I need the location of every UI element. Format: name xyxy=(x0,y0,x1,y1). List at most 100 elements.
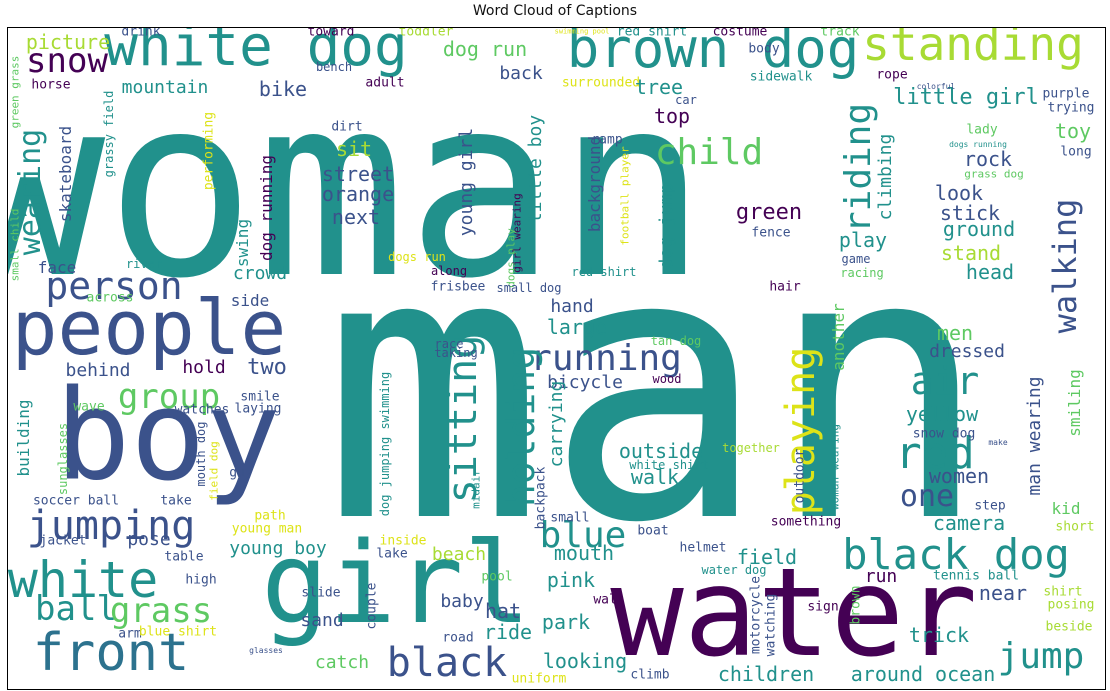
cloud-word: racing xyxy=(840,266,884,280)
cloud-word: jacket xyxy=(39,533,87,549)
cloud-word: hold xyxy=(182,357,226,378)
cloud-word: boy xyxy=(55,363,281,509)
cloud-word: grassy field xyxy=(102,90,116,178)
cloud-word: stick xyxy=(939,201,1001,225)
cloud-word: short xyxy=(1055,519,1095,535)
cloud-word: toddler xyxy=(398,27,454,40)
cloud-word: face xyxy=(37,258,77,277)
cloud-word: street xyxy=(321,162,395,186)
cloud-word: hair xyxy=(769,279,801,295)
cloud-word: women xyxy=(928,464,990,488)
cloud-word: trying xyxy=(1047,100,1095,116)
cloud-word: small dog xyxy=(496,281,562,295)
cloud-word: motorcycle xyxy=(748,575,764,655)
cloud-word: arm xyxy=(118,626,142,642)
cloud-word: girl wearing xyxy=(510,193,524,273)
cloud-word: car xyxy=(675,93,697,107)
cloud-word: blue shirt xyxy=(138,624,218,640)
cloud-word: large xyxy=(546,315,608,339)
cloud-word: pool xyxy=(481,569,513,585)
cloud-word: watches xyxy=(174,402,230,418)
cloud-word: white dog xyxy=(104,27,408,79)
cloud-word: jumping xyxy=(26,503,196,549)
cloud-word: standing xyxy=(862,27,1084,71)
cloud-word: toy xyxy=(1054,119,1092,143)
cloud-word: performing xyxy=(201,111,217,191)
cloud-word: soccer ball xyxy=(32,493,120,509)
cloud-word: glasses xyxy=(249,646,283,655)
cloud-word: body xyxy=(748,41,780,57)
cloud-word: near xyxy=(978,581,1028,605)
cloud-word: toward xyxy=(307,27,355,40)
cloud-word: swimming pool xyxy=(554,27,610,36)
cloud-word: little girl xyxy=(893,85,1039,110)
cloud-word: beside xyxy=(1045,619,1093,635)
cloud-word: make xyxy=(988,438,1008,447)
cloud-word: together xyxy=(722,441,780,455)
cloud-word: wall xyxy=(593,592,625,608)
cloud-word: ride xyxy=(483,620,533,644)
cloud-word: fence xyxy=(751,225,791,241)
cloud-word: stand xyxy=(940,241,1002,265)
figure-title: Word Cloud of Captions xyxy=(472,3,638,19)
cloud-word: football player xyxy=(618,146,632,246)
cloud-word: game xyxy=(841,252,871,266)
cloud-word: field xyxy=(736,545,798,569)
cloud-word: white xyxy=(7,551,159,609)
cloud-word: wood xyxy=(652,372,682,386)
cloud-word: track xyxy=(820,27,860,40)
cloud-word: bike xyxy=(258,77,308,101)
cloud-word: red shirt xyxy=(616,27,688,40)
cloud-word: dirt xyxy=(331,119,363,135)
cloud-word: ground xyxy=(942,217,1016,241)
cloud-word: snow xyxy=(26,41,108,81)
cloud-word: long xyxy=(1060,144,1092,160)
cloud-word: orange xyxy=(321,182,395,206)
cloud-word: brown xyxy=(848,585,864,625)
cloud-word: drink xyxy=(121,27,161,40)
cloud-word: park xyxy=(541,610,591,634)
cloud-word: ramp xyxy=(591,132,623,148)
cloud-word: man wearing xyxy=(1024,376,1045,496)
cloud-word: sand xyxy=(300,610,344,631)
cloud-word: lake xyxy=(376,546,408,562)
cloud-word: climbing xyxy=(875,133,896,221)
cloud-word: colorful xyxy=(916,82,956,91)
cloud-word: around ocean xyxy=(850,662,996,686)
cloud-word: grass dog xyxy=(964,167,1024,181)
cloud-word: tree xyxy=(634,75,684,99)
cloud-word: woman wearing xyxy=(828,423,842,511)
cloud-word: purple xyxy=(1042,86,1090,102)
cloud-word: brown dog xyxy=(566,27,860,80)
cloud-word: along xyxy=(430,264,468,278)
cloud-word: little boy xyxy=(525,114,546,224)
cloud-word: black xyxy=(386,640,508,686)
cloud-word: picture xyxy=(25,30,111,54)
cloud-word: building xyxy=(14,399,33,477)
cloud-word: helmet xyxy=(679,540,727,556)
cloud-word: jump xyxy=(997,636,1085,677)
cloud-word: tan dog xyxy=(650,334,702,348)
cloud-word: ball xyxy=(35,589,117,629)
cloud-word: white shirt xyxy=(629,458,709,472)
cloud-word: bicycle xyxy=(547,372,623,393)
cloud-word: back xyxy=(499,63,543,84)
cloud-word: posing xyxy=(1047,597,1095,613)
cloud-word: take xyxy=(160,493,192,509)
cloud-word: adult xyxy=(365,75,405,91)
cloud-word: outdoor xyxy=(792,448,808,504)
cloud-word: running xyxy=(530,338,682,379)
cloud-word: swing xyxy=(233,218,252,268)
cloud-word: sunglasses xyxy=(56,422,70,496)
cloud-word: red shirt xyxy=(571,265,637,279)
cloud-word: watching xyxy=(763,593,779,657)
cloud-word: child xyxy=(654,132,764,173)
cloud-word: taking xyxy=(434,346,478,360)
cloud-word: baby xyxy=(440,591,484,612)
cloud-word: outside xyxy=(618,439,704,463)
cloud-word: small xyxy=(550,510,590,526)
cloud-word: frisbee xyxy=(430,279,486,295)
cloud-word: midair xyxy=(469,469,483,509)
cloud-word: looking xyxy=(542,649,628,673)
cloud-word: beach xyxy=(431,544,487,565)
